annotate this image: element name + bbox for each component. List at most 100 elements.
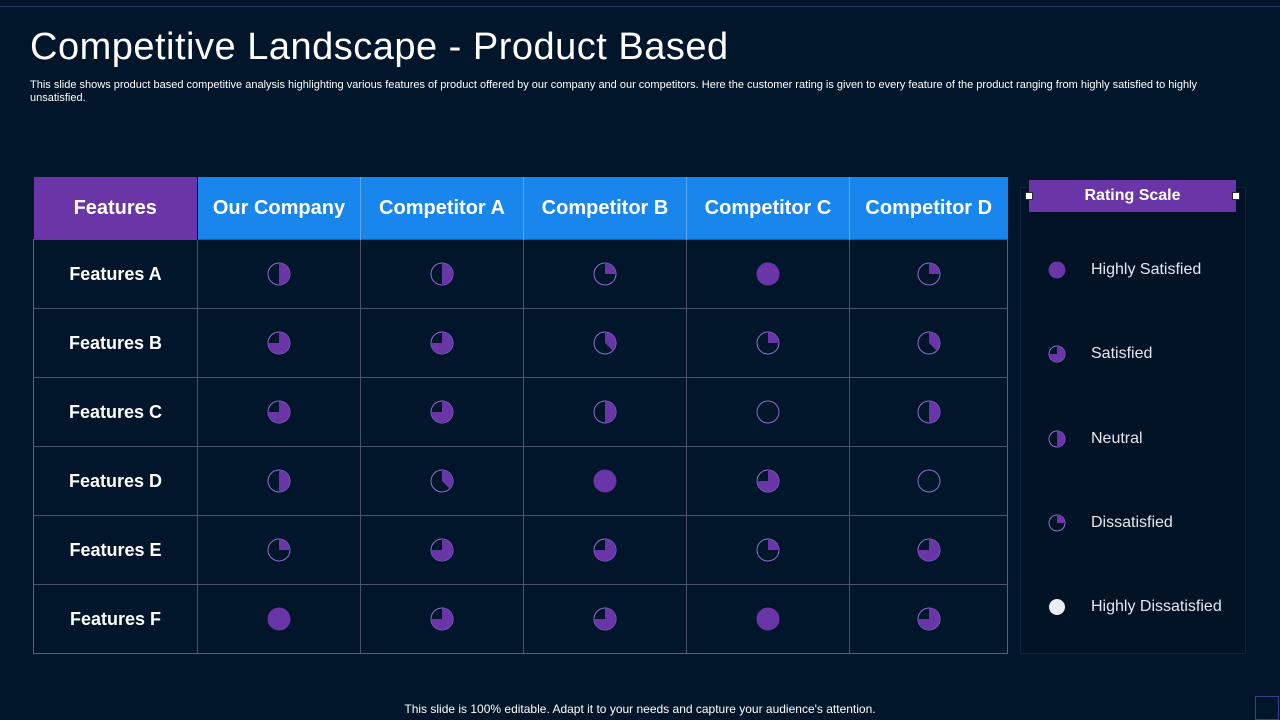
legend-rating-icon xyxy=(1048,514,1066,532)
rating-cell xyxy=(686,515,850,585)
rating-cell xyxy=(360,515,524,585)
rating-icon xyxy=(593,262,617,286)
feature-row-label: Features C xyxy=(33,377,198,447)
rating-cell xyxy=(686,446,850,516)
rating-cell xyxy=(523,584,687,654)
legend-item-label: Neutral xyxy=(1091,430,1143,447)
legend-item: Dissatisfied xyxy=(1047,513,1173,533)
rating-icon xyxy=(917,607,940,631)
rating-icon xyxy=(917,262,940,286)
legend-item: Highly Satisfied xyxy=(1047,260,1201,280)
rating-cell xyxy=(523,308,687,378)
rating-cell xyxy=(849,377,1008,447)
rating-scale-panel xyxy=(1020,187,1246,654)
table-row: Features B xyxy=(33,308,1008,378)
feature-row-label: Features A xyxy=(33,239,198,309)
rating-icon xyxy=(756,607,780,631)
rating-cell xyxy=(360,377,524,447)
legend-item-label: Highly Satisfied xyxy=(1091,261,1202,278)
legend-item: Satisfied xyxy=(1047,344,1152,364)
rating-icon xyxy=(917,538,940,562)
column-header-competitor-a: Competitor A xyxy=(360,177,524,240)
rating-icon xyxy=(756,538,780,562)
rating-icon xyxy=(267,607,291,631)
rating-cell xyxy=(849,584,1008,654)
feature-row-label: Features E xyxy=(33,515,198,585)
rating-icon xyxy=(756,262,780,286)
comparison-table: Features Our Company Competitor A Compet… xyxy=(33,177,1008,654)
rating-icon xyxy=(917,331,940,355)
table-row: Features E xyxy=(33,515,1008,585)
rating-cell xyxy=(197,446,361,516)
footer-note: This slide is 100% editable. Adapt it to… xyxy=(404,702,876,716)
table-row: Features C xyxy=(33,377,1008,447)
rating-cell xyxy=(686,584,850,654)
rating-icon xyxy=(917,400,940,424)
rating-cell xyxy=(197,515,361,585)
table-row: Features A xyxy=(33,239,1008,309)
column-header-competitor-d: Competitor D xyxy=(849,177,1008,240)
legend-item: Highly Dissatisfied xyxy=(1047,597,1222,617)
rating-cell xyxy=(849,308,1008,378)
rating-cell xyxy=(686,239,850,309)
column-header-competitor-c: Competitor C xyxy=(686,177,850,240)
resize-handle-left[interactable] xyxy=(1025,192,1033,200)
rating-cell xyxy=(197,308,361,378)
rating-cell xyxy=(523,446,687,516)
table-row: Features F xyxy=(33,584,1008,654)
rating-icon xyxy=(267,538,291,562)
rating-icon xyxy=(430,469,454,493)
top-divider xyxy=(0,6,1280,7)
rating-cell xyxy=(849,515,1008,585)
resize-handle-right[interactable] xyxy=(1232,192,1240,200)
rating-icon xyxy=(430,400,454,424)
rating-cell xyxy=(849,239,1008,309)
rating-cell xyxy=(360,446,524,516)
rating-icon xyxy=(267,469,291,493)
rating-cell xyxy=(197,377,361,447)
rating-cell xyxy=(197,584,361,654)
rating-icon xyxy=(756,469,780,493)
rating-cell xyxy=(686,377,850,447)
rating-icon xyxy=(756,331,780,355)
feature-row-label: Features D xyxy=(33,446,198,516)
legend-item-label: Dissatisfied xyxy=(1091,514,1173,531)
rating-icon xyxy=(593,538,617,562)
rating-cell xyxy=(523,377,687,447)
table-row: Features D xyxy=(33,446,1008,516)
rating-cell xyxy=(686,308,850,378)
rating-icon xyxy=(593,469,617,493)
rating-icon xyxy=(267,331,291,355)
rating-cell xyxy=(360,584,524,654)
rating-scale-title: Rating Scale xyxy=(1029,180,1236,212)
rating-icon xyxy=(267,400,291,424)
legend-rating-icon xyxy=(1048,430,1066,448)
page-title: Competitive Landscape - Product Based xyxy=(30,26,729,68)
corner-box xyxy=(1255,696,1279,720)
rating-cell xyxy=(849,446,1008,516)
table-header-row: Features Our Company Competitor A Compet… xyxy=(33,177,1008,240)
features-column-header: Features xyxy=(33,177,198,240)
legend-rating-icon xyxy=(1048,345,1066,363)
rating-icon xyxy=(430,538,454,562)
page-subtitle: This slide shows product based competiti… xyxy=(30,79,1198,104)
column-header-competitor-b: Competitor B xyxy=(523,177,687,240)
rating-cell xyxy=(523,239,687,309)
legend-item-label: Highly Dissatisfied xyxy=(1091,598,1222,615)
rating-icon xyxy=(593,400,617,424)
table-body: Features A Features B Features C Features D… xyxy=(33,239,1008,654)
feature-row-label: Features F xyxy=(33,584,198,654)
column-header-our-company: Our Company xyxy=(197,177,361,240)
legend-item-label: Satisfied xyxy=(1091,345,1153,362)
legend-item: Neutral xyxy=(1047,429,1143,449)
rating-icon xyxy=(267,262,291,286)
rating-cell xyxy=(197,239,361,309)
rating-icon xyxy=(593,607,617,631)
rating-icon xyxy=(756,400,780,424)
rating-cell xyxy=(360,308,524,378)
rating-icon xyxy=(430,331,454,355)
rating-icon xyxy=(917,469,940,493)
legend-rating-icon xyxy=(1049,599,1065,615)
rating-icon xyxy=(430,607,454,631)
rating-icon xyxy=(593,331,617,355)
